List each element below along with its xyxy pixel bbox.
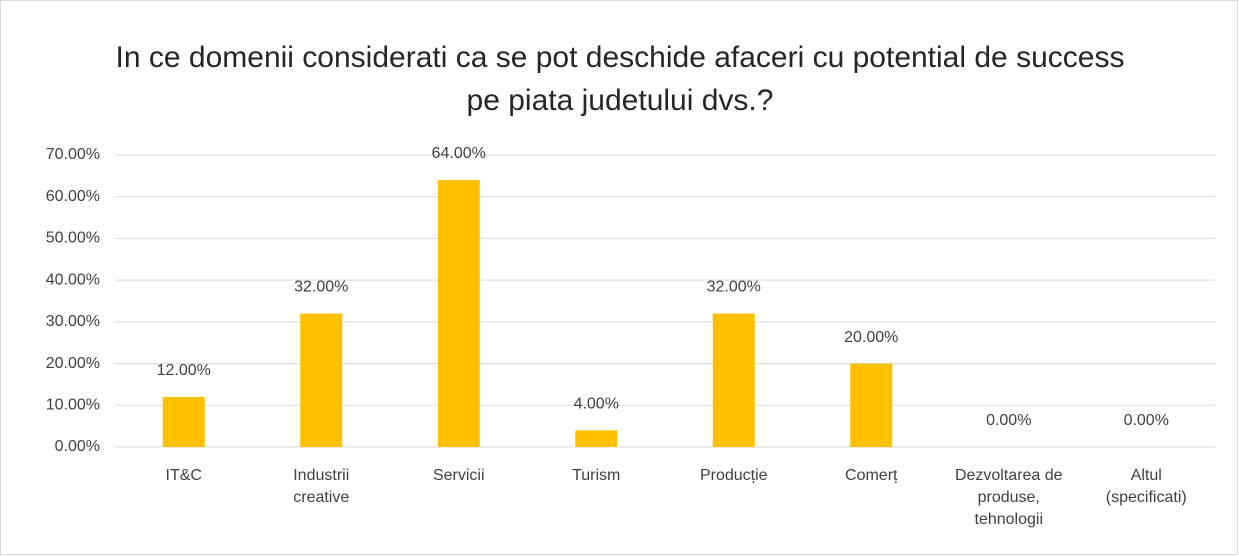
data-label: 20.00%	[844, 329, 898, 346]
x-tick-label: IT&C	[165, 467, 202, 484]
y-tick-label: 10.00%	[46, 397, 100, 414]
x-tick-label-box: Turism	[572, 467, 621, 484]
x-tick-label: Producție	[699, 467, 768, 484]
bar	[850, 363, 893, 447]
x-tick-label: Servicii	[432, 467, 485, 484]
y-tick-label: 0.00%	[55, 438, 100, 455]
x-tick-label-box: Servicii	[432, 467, 485, 484]
y-tick-label: 60.00%	[46, 188, 100, 205]
x-tick-label-box: Altul (specificati)	[1105, 467, 1187, 506]
x-tick-label-box: Comerț	[845, 467, 898, 484]
x-tick-label-box: IT&C	[165, 467, 202, 484]
x-tick-label: Comerț	[845, 467, 898, 484]
data-label: 64.00%	[432, 145, 486, 162]
x-tick-label: Altul (specificati)	[1105, 467, 1187, 506]
y-tick-label: 40.00%	[46, 271, 100, 288]
x-tick-label: Dezvoltarea de produse, tehnologii	[954, 467, 1063, 528]
y-tick-label: 50.00%	[46, 230, 100, 247]
bar	[162, 396, 205, 447]
y-tick-label: 70.00%	[46, 146, 100, 163]
data-label: 12.00%	[157, 362, 211, 379]
bar	[712, 313, 755, 447]
chart-title: In ce domenii considerati ca se pot desc…	[115, 41, 1125, 117]
x-tick-label-box: Dezvoltarea de produse, tehnologii	[954, 467, 1063, 528]
x-tick-label-box: Industrii creative	[293, 467, 350, 506]
data-label: 0.00%	[1124, 412, 1169, 429]
data-label: 0.00%	[986, 412, 1031, 429]
y-tick-label: 20.00%	[46, 355, 100, 372]
x-tick-label-box: Producție	[699, 467, 768, 484]
data-label: 32.00%	[707, 279, 761, 296]
bar	[575, 430, 618, 447]
y-tick-label: 30.00%	[46, 313, 100, 330]
bar	[300, 313, 343, 447]
data-label: 32.00%	[294, 279, 348, 296]
x-tick-label: Industrii creative	[293, 467, 350, 506]
chart-title-box: In ce domenii considerati ca se pot desc…	[115, 41, 1125, 117]
data-label: 4.00%	[574, 396, 619, 413]
bar	[437, 180, 480, 447]
x-tick-label: Turism	[572, 467, 621, 484]
